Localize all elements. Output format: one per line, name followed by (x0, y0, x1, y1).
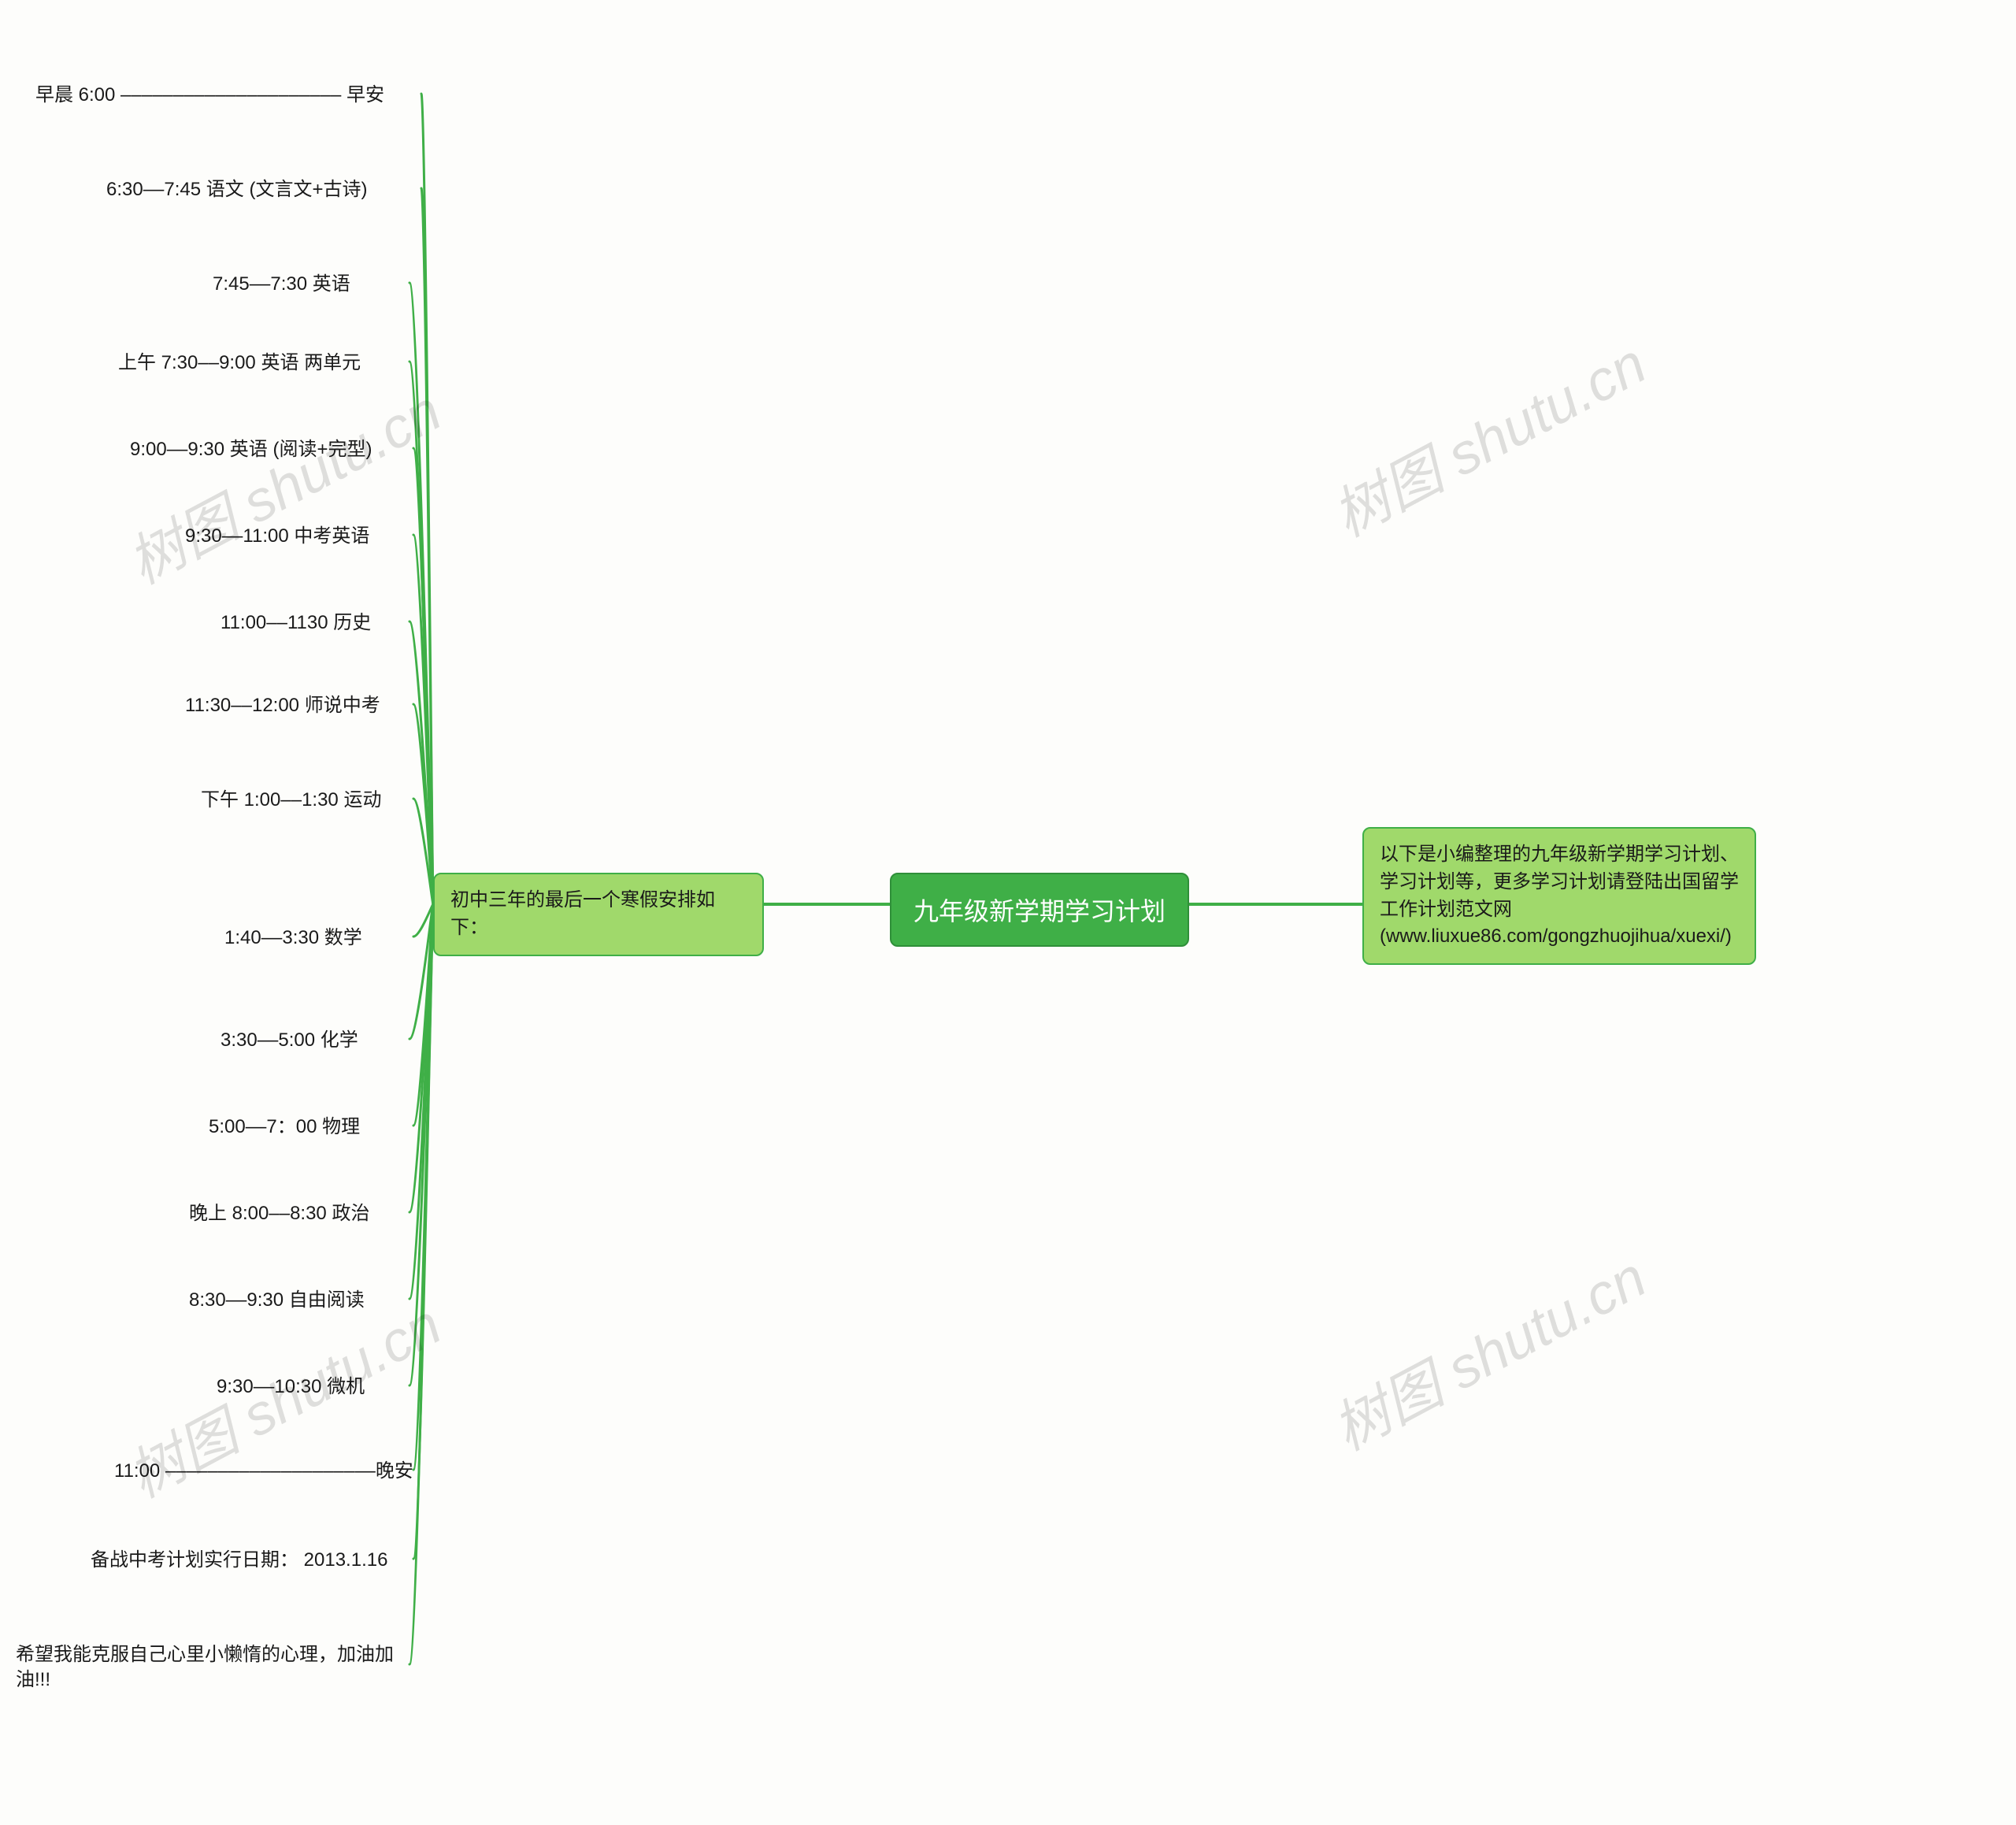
leaf-label: 3:30––5:00 化学 (220, 1029, 358, 1051)
leaf-label: 1:40––3:30 数学 (224, 927, 362, 948)
leaf-node[interactable]: 7:45––7:30 英语 (213, 272, 350, 297)
leaf-node[interactable]: 9:00––9:30 英语 (阅读+完型) (130, 437, 372, 462)
leaf-label: 上午 7:30––9:00 英语 两单元 (118, 352, 361, 373)
leaf-label: 备战中考计划实行日期： 2013.1.16 (91, 1549, 387, 1571)
leaf-label: 9:30––11:00 中考英语 (185, 525, 369, 547)
watermark: 树图 shutu.cn (111, 365, 453, 599)
leaf-label: 11:30––12:00 师说中考 (185, 695, 380, 716)
leaf-node[interactable]: 希望我能克服自己心里小懒惰的心理，加油加油!!! (16, 1642, 410, 1693)
root-node[interactable]: 九年级新学期学习计划 (890, 873, 1189, 947)
leaf-label: 8:30––9:30 自由阅读 (189, 1289, 365, 1311)
leaf-label: 11:00 ––––––––––––––––––––晚安 (114, 1460, 413, 1482)
watermark: 树图 shutu.cn (1316, 1232, 1658, 1466)
leaf-node[interactable]: 3:30––5:00 化学 (220, 1028, 358, 1053)
leaf-label: 11:00––1130 历史 (220, 612, 371, 633)
leaf-label: 7:45––7:30 英语 (213, 273, 350, 295)
leaf-label: 晚上 8:00––8:30 政治 (189, 1203, 369, 1224)
leaf-node[interactable]: 11:00––1130 历史 (220, 610, 371, 636)
left-branch-label: 初中三年的最后一个寒假安排如下： (450, 889, 715, 938)
leaf-node[interactable]: 8:30––9:30 自由阅读 (189, 1288, 365, 1313)
leaf-node[interactable]: 6:30––7:45 语文 (文言文+古诗) (106, 177, 367, 202)
leaf-node[interactable]: 晚上 8:00––8:30 政治 (189, 1201, 369, 1226)
leaf-node[interactable]: 9:30––10:30 微机 (217, 1374, 365, 1400)
leaf-label: 6:30––7:45 语文 (文言文+古诗) (106, 179, 367, 200)
leaf-label: 希望我能克服自己心里小懒惰的心理，加油加油!!! (16, 1644, 394, 1690)
mindmap-canvas: 九年级新学期学习计划 以下是小编整理的九年级新学期学习计划、学习计划等，更多学习… (0, 0, 2016, 1825)
root-node-label: 九年级新学期学习计划 (914, 897, 1166, 925)
leaf-label: 早晨 6:00 ––––––––––––––––––––– 早安 (35, 84, 384, 106)
leaf-node[interactable]: 早晨 6:00 ––––––––––––––––––––– 早安 (35, 83, 384, 108)
leaf-label: 9:30––10:30 微机 (217, 1376, 365, 1397)
leaf-node[interactable]: 11:30––12:00 师说中考 (185, 693, 380, 718)
left-branch-node[interactable]: 初中三年的最后一个寒假安排如下： (433, 873, 764, 956)
right-branch-label: 以下是小编整理的九年级新学期学习计划、学习计划等，更多学习计划请登陆出国留学工作… (1380, 844, 1739, 947)
leaf-label: 下午 1:00––1:30 运动 (201, 789, 381, 810)
watermark: 树图 shutu.cn (1316, 318, 1658, 552)
right-branch-node[interactable]: 以下是小编整理的九年级新学期学习计划、学习计划等，更多学习计划请登陆出国留学工作… (1362, 827, 1756, 965)
leaf-label: 9:00––9:30 英语 (阅读+完型) (130, 439, 372, 460)
leaf-node[interactable]: 上午 7:30––9:00 英语 两单元 (118, 351, 361, 376)
leaf-node[interactable]: 1:40––3:30 数学 (224, 925, 362, 951)
leaf-node[interactable]: 11:00 ––––––––––––––––––––晚安 (114, 1459, 413, 1484)
leaf-node[interactable]: 下午 1:00––1:30 运动 (201, 788, 381, 813)
leaf-node[interactable]: 5:00––7：00 物理 (209, 1115, 360, 1140)
leaf-label: 5:00––7：00 物理 (209, 1116, 360, 1137)
leaf-node[interactable]: 9:30––11:00 中考英语 (185, 524, 369, 549)
leaf-node[interactable]: 备战中考计划实行日期： 2013.1.16 (91, 1548, 387, 1573)
